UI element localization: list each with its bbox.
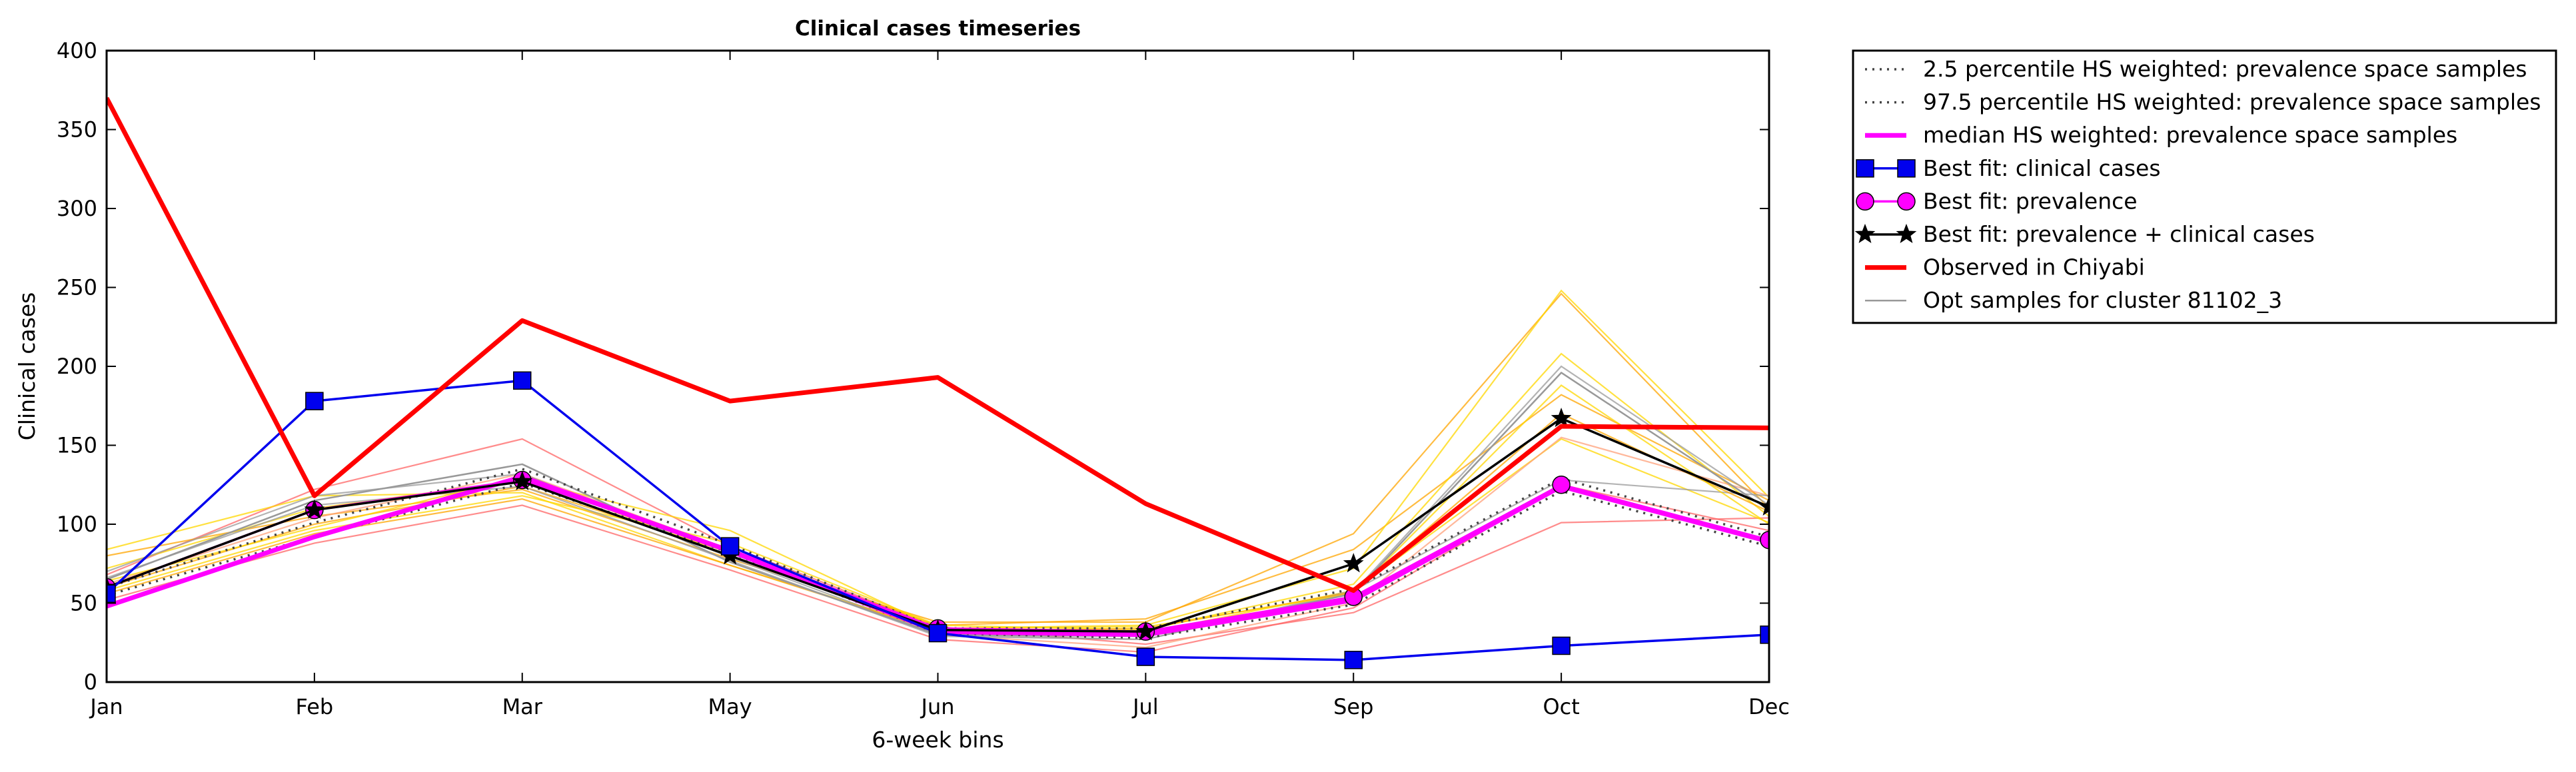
y-axis-label: Clinical cases	[14, 292, 40, 441]
x-tick-label: Mar	[502, 694, 543, 719]
legend-marker	[1856, 192, 1874, 211]
legend-label: Best fit: prevalence	[1923, 188, 2138, 214]
x-tick-label: Jun	[920, 694, 955, 719]
series-4-point	[1760, 530, 1769, 550]
x-tick-label: Sep	[1333, 694, 1373, 719]
legend-label: median HS weighted: prevalence space sam…	[1923, 122, 2457, 148]
x-axis-label: 6-week bins	[872, 727, 1003, 753]
plot-frame	[105, 49, 1770, 683]
y-tick-label: 200	[57, 354, 97, 379]
legend-label: Best fit: clinical cases	[1923, 155, 2161, 181]
x-tick-label: Dec	[1748, 694, 1790, 719]
y-tick-label: 50	[70, 591, 97, 616]
series-lines	[107, 97, 1769, 669]
legend-marker	[1856, 159, 1874, 178]
x-tick-label: Jul	[1131, 694, 1159, 719]
legend-marker	[1854, 223, 1876, 244]
legend-label: 97.5 percentile HS weighted: prevalence …	[1923, 89, 2541, 115]
x-tick-label: Feb	[296, 694, 334, 719]
y-tick-label: 400	[57, 38, 97, 63]
x-tick-label: Jan	[89, 694, 123, 719]
series-5-point	[1758, 496, 1769, 516]
x-tick-label: May	[708, 694, 752, 719]
x-tick-label: Oct	[1543, 694, 1579, 719]
series-3-point	[107, 584, 116, 603]
y-tick-label: 100	[57, 512, 97, 537]
legend-label: Opt samples for cluster 81102_3	[1923, 287, 2282, 313]
chart-title: Clinical cases timeseries	[795, 17, 1081, 41]
legend-marker	[1897, 159, 1916, 178]
series-line-3	[107, 379, 1769, 661]
series-5-point	[512, 470, 533, 491]
y-tick-label: 300	[57, 196, 97, 221]
legend-label: Best fit: prevalence + clinical cases	[1923, 221, 2315, 247]
series-4-point	[1552, 476, 1571, 494]
series-5-point	[1551, 408, 1572, 428]
series-line-6	[107, 97, 1769, 593]
sample-lines	[107, 289, 1769, 653]
legend-marker	[1897, 192, 1916, 211]
series-5-point	[1135, 621, 1156, 641]
y-tick-label: 150	[57, 433, 97, 458]
series-3-point	[720, 537, 740, 556]
series-3-point	[305, 392, 324, 410]
series-3-point	[1760, 625, 1769, 644]
axes: 0 50 100 150 200 250 300 350 400 Jan Feb Mar May Jun J…	[57, 38, 1790, 719]
series-3-point	[1552, 636, 1571, 655]
sample-line-9	[107, 473, 1769, 641]
series-5-point	[1343, 553, 1364, 573]
series-3-point	[928, 623, 948, 643]
series-line-2	[107, 474, 1769, 637]
legend-marker	[1896, 223, 1917, 244]
legend-label: 2.5 percentile HS weighted: prevalence s…	[1923, 56, 2527, 82]
y-tick-label: 250	[57, 275, 97, 300]
legend-frame	[1852, 49, 2557, 324]
y-tick-label: 0	[84, 669, 97, 695]
legend-label: Observed in Chiyabi	[1923, 254, 2145, 280]
series-3-point	[1344, 651, 1363, 669]
y-tick-label: 350	[57, 117, 97, 143]
series-3-point	[513, 371, 532, 390]
legend: 2.5 percentile HS weighted: prevalence s…	[1852, 49, 2557, 324]
series-3-point	[1136, 647, 1155, 666]
series-5-point	[304, 499, 325, 519]
